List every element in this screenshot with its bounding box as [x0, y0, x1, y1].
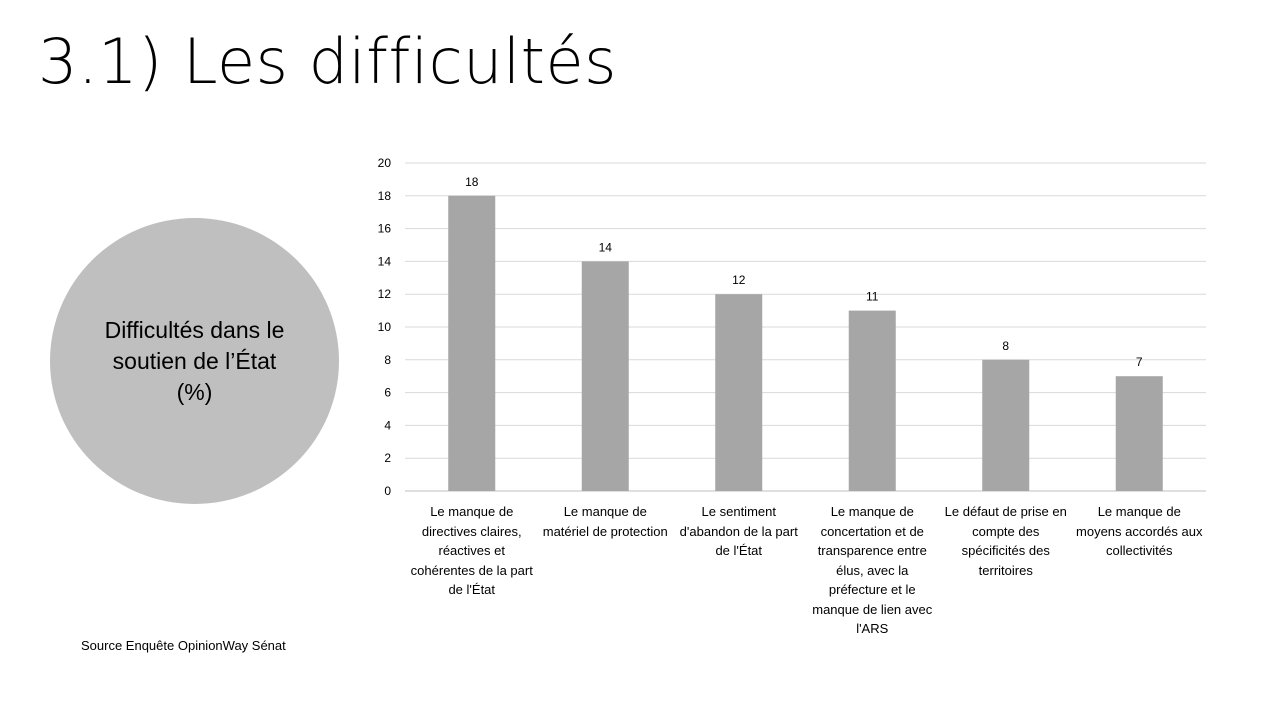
category-label: Le sentiment d'abandon de la part de l'É… — [679, 504, 798, 558]
circle-label: Difficultés dans le soutien de l’État (%… — [104, 316, 285, 405]
category-label: Le manque de directives claires, réactiv… — [410, 504, 533, 597]
bar-value-label: 8 — [1002, 339, 1009, 353]
slide-title: 3.1) Les difficultés — [38, 25, 617, 98]
bar-value-label: 11 — [866, 290, 879, 304]
y-tick-label: 12 — [378, 287, 392, 301]
bar-value-label: 18 — [465, 175, 479, 189]
y-tick-label: 8 — [384, 353, 391, 367]
y-tick-label: 6 — [384, 386, 391, 400]
category-label: Le défaut de prise en compte des spécifi… — [944, 504, 1067, 578]
category-label: Le manque de moyens accordés aux collect… — [1076, 504, 1203, 558]
y-tick-label: 4 — [384, 418, 391, 432]
y-tick-label: 10 — [378, 320, 392, 334]
y-tick-label: 14 — [378, 254, 392, 268]
bar — [848, 310, 896, 491]
bar — [448, 195, 496, 492]
y-tick-label: 20 — [378, 156, 392, 170]
bar — [581, 261, 629, 491]
bar — [715, 294, 763, 491]
y-tick-label: 18 — [378, 189, 392, 203]
y-tick-label: 0 — [384, 484, 391, 498]
bar-value-label: 7 — [1136, 355, 1143, 369]
bar-value-label: 14 — [599, 240, 613, 254]
y-tick-label: 2 — [384, 451, 391, 465]
category-circle: Difficultés dans le soutien de l’État (%… — [50, 218, 339, 504]
category-label: Le manque de concertation et de transpar… — [812, 504, 933, 636]
bar — [982, 359, 1030, 491]
bar-value-label: 12 — [732, 273, 746, 287]
y-tick-label: 16 — [378, 222, 392, 236]
bar — [1115, 376, 1163, 491]
category-label: Le manque de matériel de protection — [542, 504, 668, 539]
source-note: Source Enquête OpinionWay Sénat — [81, 638, 286, 653]
